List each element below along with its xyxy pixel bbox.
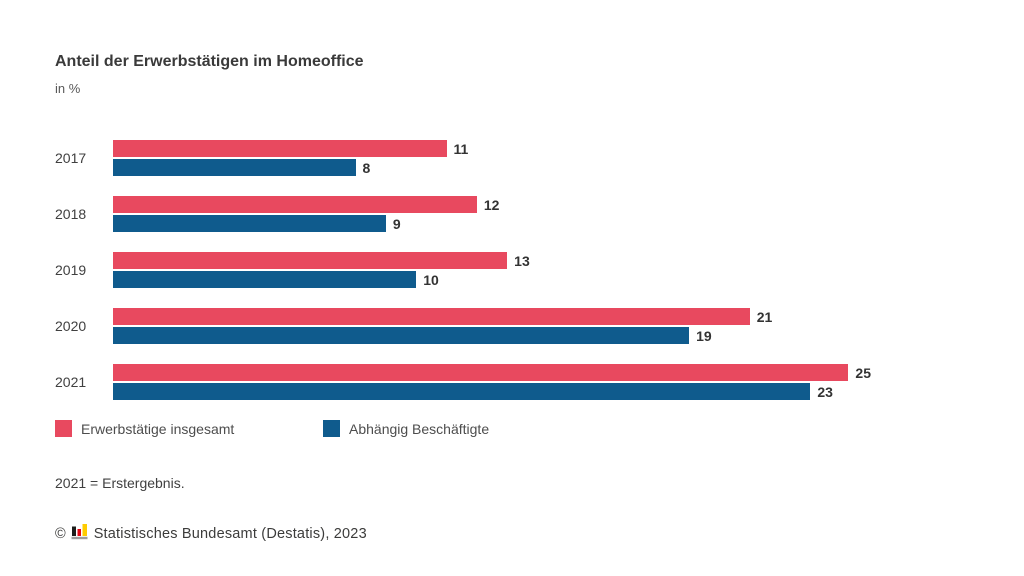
value-label: 19 <box>696 327 712 344</box>
bar-total <box>113 140 447 157</box>
chart-title: Anteil der Erwerbstätigen im Homeoffice <box>55 53 364 70</box>
legend-item-beschaeftigte: Abhängig Beschäftigte <box>323 420 489 437</box>
year-group: 2019 13 10 <box>55 252 1024 288</box>
value-label: 11 <box>453 140 469 157</box>
value-label: 21 <box>756 308 773 325</box>
year-label: 2018 <box>55 206 87 222</box>
bar-row: 8 <box>113 159 871 176</box>
year-group: 2021 25 23 <box>55 364 1024 400</box>
value-label: 25 <box>855 364 871 381</box>
legend-label: Abhängig Beschäftigte <box>349 420 490 437</box>
year-group: 2020 21 19 <box>55 308 1024 344</box>
bar-pair: 21 19 <box>113 308 871 344</box>
year-group: 2018 12 9 <box>55 196 1024 232</box>
bar-row: 12 <box>113 196 871 213</box>
bar-pair: 12 9 <box>113 196 871 232</box>
year-label: 2017 <box>55 150 87 166</box>
copyright-symbol: © <box>55 525 66 542</box>
value-label: 12 <box>483 196 500 213</box>
bar-total <box>113 308 750 325</box>
bar-row: 9 <box>113 215 871 232</box>
year-group: 2017 11 8 <box>55 140 1024 176</box>
bar-employees <box>113 327 690 344</box>
destatis-logo-icon <box>71 523 88 544</box>
legend-swatch-red <box>55 420 72 437</box>
year-label: 2019 <box>55 262 87 278</box>
legend-label: Erwerbstätige insgesamt <box>81 420 235 437</box>
source-line: © Statistisches Bundesamt (Destatis), 20… <box>55 523 1024 544</box>
bar-total <box>113 252 508 269</box>
bar-employees <box>113 383 811 400</box>
bar-row: 10 <box>113 271 871 288</box>
bar-row: 25 <box>113 364 871 381</box>
footnote: 2021 = Erstergebnis. <box>55 475 185 491</box>
bar-total <box>113 364 849 381</box>
bar-pair: 13 10 <box>113 252 871 288</box>
bar-chart: 2017 11 8 2018 12 9 2019 13 10 2020 21 19 2021 25 23 <box>55 140 1024 400</box>
bar-employees <box>113 271 417 288</box>
bar-employees <box>113 159 356 176</box>
value-label: 10 <box>423 271 439 288</box>
bar-row: 21 <box>113 308 871 325</box>
bar-pair: 11 8 <box>113 140 871 176</box>
value-label: 9 <box>392 215 401 232</box>
bar-row: 11 <box>113 140 871 157</box>
value-label: 23 <box>817 383 833 400</box>
bar-row: 19 <box>113 327 871 344</box>
value-label: 8 <box>362 159 371 176</box>
source-text: Statistisches Bundesamt (Destatis), 2023 <box>93 525 367 542</box>
chart-unit-label: in % <box>55 81 81 96</box>
bar-row: 23 <box>113 383 871 400</box>
year-label: 2021 <box>55 374 87 390</box>
legend: Erwerbstätige insgesamt Abhängig Beschäf… <box>55 420 1024 437</box>
legend-swatch-blue <box>323 420 340 437</box>
legend-item-erwerbstaetige: Erwerbstätige insgesamt <box>55 420 323 437</box>
bar-row: 13 <box>113 252 871 269</box>
value-label: 13 <box>514 252 530 269</box>
year-label: 2020 <box>55 318 87 334</box>
bar-employees <box>113 215 386 232</box>
bar-pair: 25 23 <box>113 364 871 400</box>
bar-total <box>113 196 477 213</box>
